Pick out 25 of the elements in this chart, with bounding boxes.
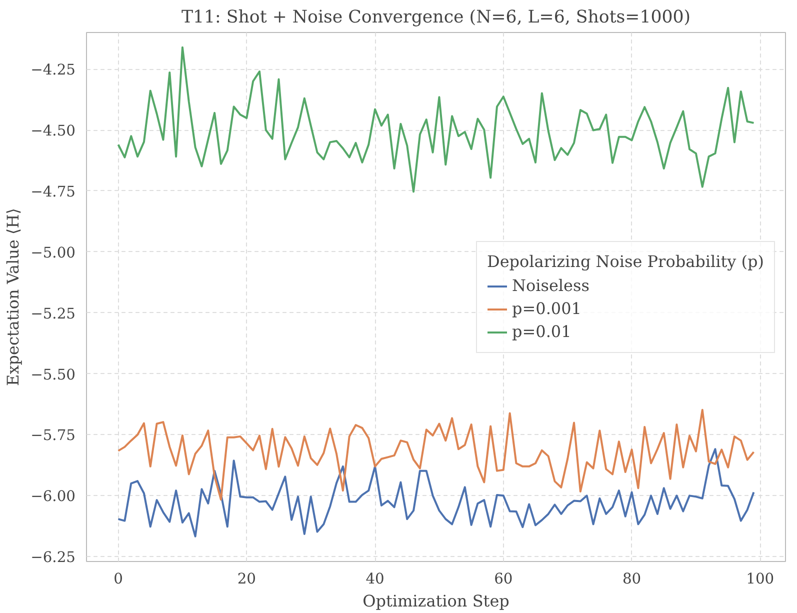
y-tick-label: −6.00 — [30, 488, 76, 506]
x-tick-label: 0 — [114, 570, 123, 588]
line-series — [117, 408, 755, 501]
x-tick-label: 20 — [237, 570, 256, 588]
y-axis-title: Expectation Value ⟨H⟩ — [4, 208, 23, 386]
y-tick-label: −5.75 — [30, 427, 76, 444]
y-tick-label: −4.75 — [30, 183, 76, 200]
y-tick-label: −6.25 — [30, 549, 76, 566]
y-tick-label: −5.25 — [30, 305, 76, 322]
x-tick-label: 60 — [494, 570, 513, 588]
x-tick-label: 100 — [746, 570, 774, 588]
y-tick-label: −4.25 — [30, 62, 76, 79]
y-tick-label: −5.00 — [30, 244, 76, 262]
y-tick-label: −5.50 — [30, 366, 76, 384]
legend-label: p=0.001 — [512, 299, 582, 318]
line-series — [117, 46, 755, 193]
x-tick-label: 40 — [366, 570, 384, 588]
legend-title: Depolarizing Noise Probability (p) — [487, 252, 764, 270]
x-axis-title: Optimization Step — [362, 592, 510, 610]
y-tick-label: −4.50 — [30, 122, 76, 140]
legend-label: p=0.01 — [512, 322, 572, 341]
legend-label: Noiseless — [512, 276, 590, 295]
x-tick-label: 80 — [622, 570, 642, 588]
chart-title: T11: Shot + Noise Convergence (N=6, L=6, Shots=1000) — [181, 8, 691, 28]
line-series — [117, 448, 755, 538]
